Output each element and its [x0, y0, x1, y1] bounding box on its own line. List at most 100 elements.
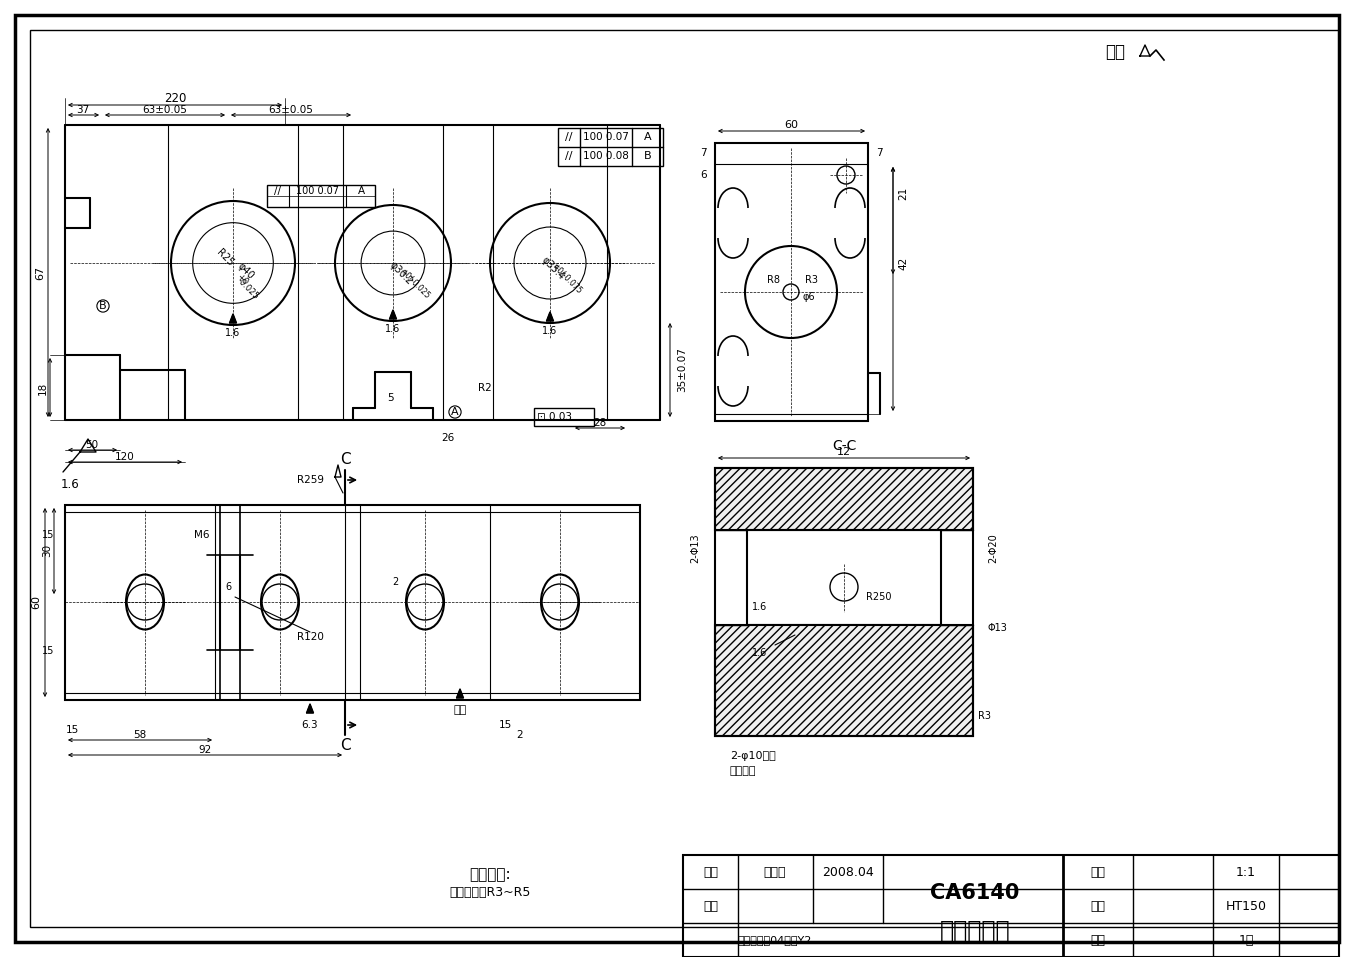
Text: 42: 42 — [898, 256, 909, 270]
Bar — [747, 530, 941, 625]
Text: 席永浩: 席永浩 — [764, 865, 787, 879]
Text: C: C — [340, 738, 351, 752]
Text: 100 0.07: 100 0.07 — [295, 186, 338, 196]
Text: φ35.4: φ35.4 — [540, 255, 567, 281]
Text: HT150: HT150 — [1225, 900, 1266, 913]
Text: 26: 26 — [441, 433, 455, 443]
Text: A: A — [645, 132, 651, 142]
Text: 6: 6 — [700, 170, 707, 180]
Text: 5: 5 — [387, 393, 393, 403]
Text: 校核: 校核 — [704, 900, 719, 913]
Text: 63±0.05: 63±0.05 — [268, 105, 313, 115]
Text: R3: R3 — [978, 711, 991, 721]
Text: -0.025: -0.025 — [236, 277, 260, 301]
Text: 120: 120 — [115, 452, 135, 462]
Text: 92: 92 — [199, 745, 211, 755]
Bar — [558, 128, 663, 166]
Text: 37: 37 — [76, 105, 89, 115]
Text: 100 0.08: 100 0.08 — [584, 151, 630, 161]
Bar — [715, 625, 974, 736]
Text: 12: 12 — [837, 447, 852, 457]
Text: R259: R259 — [297, 475, 324, 485]
Text: 15: 15 — [42, 646, 54, 656]
Text: 21: 21 — [898, 187, 909, 200]
Text: 2-φ10槽孔: 2-φ10槽孔 — [730, 751, 776, 761]
Text: 50: 50 — [85, 440, 99, 450]
Text: M6: M6 — [194, 530, 210, 540]
Bar — [65, 505, 640, 700]
Text: R8: R8 — [766, 275, 780, 285]
Text: R3: R3 — [804, 275, 818, 285]
Text: Φ13: Φ13 — [988, 623, 1007, 633]
Text: 技术要求:: 技术要求: — [470, 867, 510, 882]
Text: 其余: 其余 — [1105, 43, 1125, 61]
Text: 1件: 1件 — [1239, 933, 1254, 946]
Text: 15: 15 — [42, 530, 54, 540]
Text: 220: 220 — [164, 92, 187, 104]
Text: 1.6: 1.6 — [753, 602, 768, 612]
Text: 58: 58 — [134, 730, 146, 740]
Text: +0/-0.075: +0/-0.075 — [550, 261, 584, 295]
Polygon shape — [390, 310, 397, 319]
Text: 1.6: 1.6 — [753, 648, 768, 658]
Text: +0/-0.025: +0/-0.025 — [398, 266, 432, 300]
Bar — [715, 468, 974, 530]
Text: 常州工学院04机双Y2: 常州工学院04机双Y2 — [738, 935, 812, 945]
Bar — [715, 143, 868, 421]
Text: R120: R120 — [297, 632, 324, 642]
Text: 67: 67 — [35, 266, 45, 280]
Text: 件数: 件数 — [1090, 933, 1105, 946]
Text: 车床后托架: 车床后托架 — [940, 919, 1010, 943]
Text: 1.6: 1.6 — [543, 326, 558, 336]
Text: 15: 15 — [498, 720, 512, 730]
Polygon shape — [456, 689, 463, 698]
Text: 2: 2 — [391, 577, 398, 587]
Text: ⊡ 0.03: ⊡ 0.03 — [538, 412, 571, 422]
Text: C: C — [340, 453, 351, 468]
Text: 28: 28 — [593, 418, 607, 428]
Text: 63±0.05: 63±0.05 — [142, 105, 187, 115]
Text: 装配铰孔: 装配铰孔 — [730, 766, 757, 776]
Text: //: // — [565, 132, 573, 142]
Text: CA6140: CA6140 — [930, 883, 1020, 903]
Text: 2-Φ20: 2-Φ20 — [988, 533, 998, 563]
Text: B: B — [645, 151, 651, 161]
Text: 1:1: 1:1 — [1236, 865, 1257, 879]
Text: φ40: φ40 — [236, 261, 256, 281]
Bar — [715, 468, 974, 736]
Text: C-C: C-C — [831, 439, 856, 453]
Text: 100 0.07: 100 0.07 — [584, 132, 630, 142]
Text: 6: 6 — [225, 582, 232, 592]
Text: 15: 15 — [65, 725, 79, 735]
Bar — [682, 855, 1339, 957]
Text: R250: R250 — [867, 592, 892, 602]
Text: 2008.04: 2008.04 — [822, 865, 873, 879]
Text: 制图: 制图 — [704, 865, 719, 879]
Text: //: // — [275, 186, 282, 196]
Text: A: A — [357, 186, 364, 196]
Text: 材料: 材料 — [1090, 900, 1105, 913]
Text: R2: R2 — [478, 383, 492, 393]
Text: 锉平: 锉平 — [454, 705, 467, 715]
Bar — [533, 408, 594, 426]
Text: 1.6: 1.6 — [61, 478, 80, 491]
Text: 6.3: 6.3 — [302, 720, 318, 730]
Text: //: // — [565, 151, 573, 161]
Text: 60: 60 — [784, 120, 798, 130]
Text: A: A — [451, 407, 459, 417]
Text: φ30.2: φ30.2 — [389, 259, 414, 286]
Text: R25: R25 — [215, 248, 236, 268]
Text: B: B — [99, 301, 107, 311]
Text: 1.6: 1.6 — [386, 324, 401, 334]
Text: 7: 7 — [876, 148, 883, 158]
Text: 2-Φ13: 2-Φ13 — [691, 533, 700, 563]
Text: φ6: φ6 — [803, 292, 815, 302]
Text: 35±0.07: 35±0.07 — [677, 347, 686, 392]
Text: 30: 30 — [42, 544, 51, 557]
Polygon shape — [306, 704, 314, 713]
Text: +0: +0 — [236, 273, 250, 287]
Text: 2: 2 — [517, 730, 523, 740]
Text: 未注明圆角R3~R5: 未注明圆角R3~R5 — [450, 886, 531, 900]
Polygon shape — [547, 312, 554, 321]
Text: 7: 7 — [700, 148, 707, 158]
